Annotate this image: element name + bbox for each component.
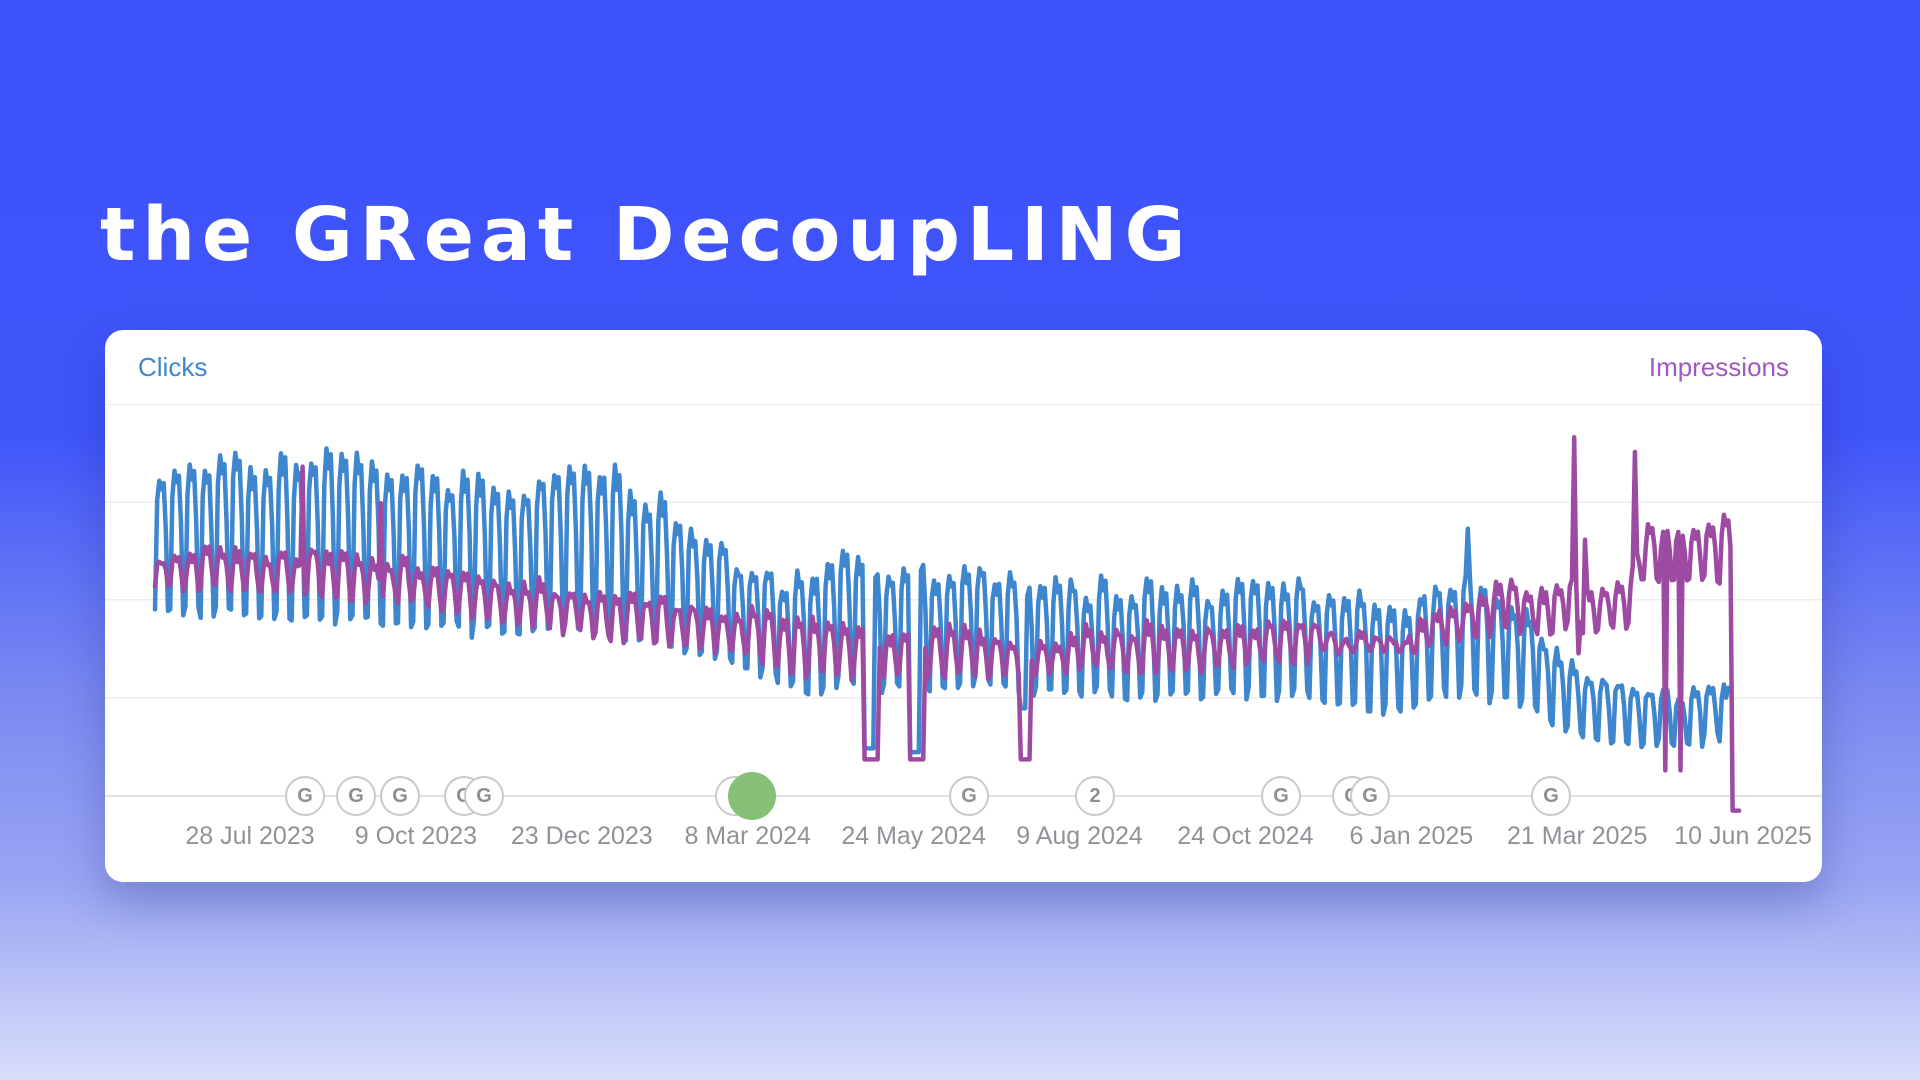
google-update-badge[interactable]: G bbox=[336, 776, 376, 816]
chart-area bbox=[105, 405, 1822, 817]
x-axis-label: 24 May 2024 bbox=[841, 822, 986, 850]
google-update-badge[interactable]: G bbox=[949, 776, 989, 816]
x-axis-label: 21 Mar 2025 bbox=[1507, 822, 1648, 850]
x-axis-label: 24 Oct 2024 bbox=[1177, 822, 1314, 850]
x-axis-label: 23 Dec 2023 bbox=[510, 822, 653, 850]
x-axis-label: 28 Jul 2023 bbox=[185, 822, 315, 850]
x-axis-label: 10 Jun 2025 bbox=[1674, 822, 1812, 850]
x-axis-label: 6 Jan 2025 bbox=[1349, 822, 1474, 850]
google-update-badge[interactable]: G bbox=[380, 776, 420, 816]
chart-card: Clicks Impressions GGGGG2G2GGGG 28 Jul 2… bbox=[105, 330, 1822, 882]
x-axis: 28 Jul 2023 9 Oct 2023 23 Dec 2023 8 Mar 20… bbox=[105, 822, 1822, 854]
chart-canvas bbox=[105, 435, 1822, 813]
google-update-badge[interactable]: G bbox=[1531, 776, 1571, 816]
event-marker-green[interactable] bbox=[728, 772, 776, 820]
google-update-badge[interactable]: G bbox=[1261, 776, 1301, 816]
google-update-badge[interactable]: G bbox=[285, 776, 325, 816]
legend-clicks-label: Clicks bbox=[138, 351, 208, 382]
legend-impressions-label: Impressions bbox=[1648, 351, 1789, 382]
chart-legend: Clicks Impressions bbox=[105, 330, 1822, 405]
impressions-line bbox=[152, 435, 1742, 813]
page-title: the GReat DecoupLING bbox=[100, 192, 1193, 278]
google-update-badge[interactable]: G bbox=[464, 776, 504, 816]
x-axis-label: 9 Oct 2023 bbox=[354, 822, 478, 850]
google-update-badge[interactable]: 2 bbox=[1075, 776, 1115, 816]
x-axis-label: 8 Mar 2024 bbox=[684, 822, 811, 850]
x-axis-label: 9 Aug 2024 bbox=[1016, 822, 1143, 850]
google-update-badge[interactable]: G bbox=[1350, 776, 1390, 816]
